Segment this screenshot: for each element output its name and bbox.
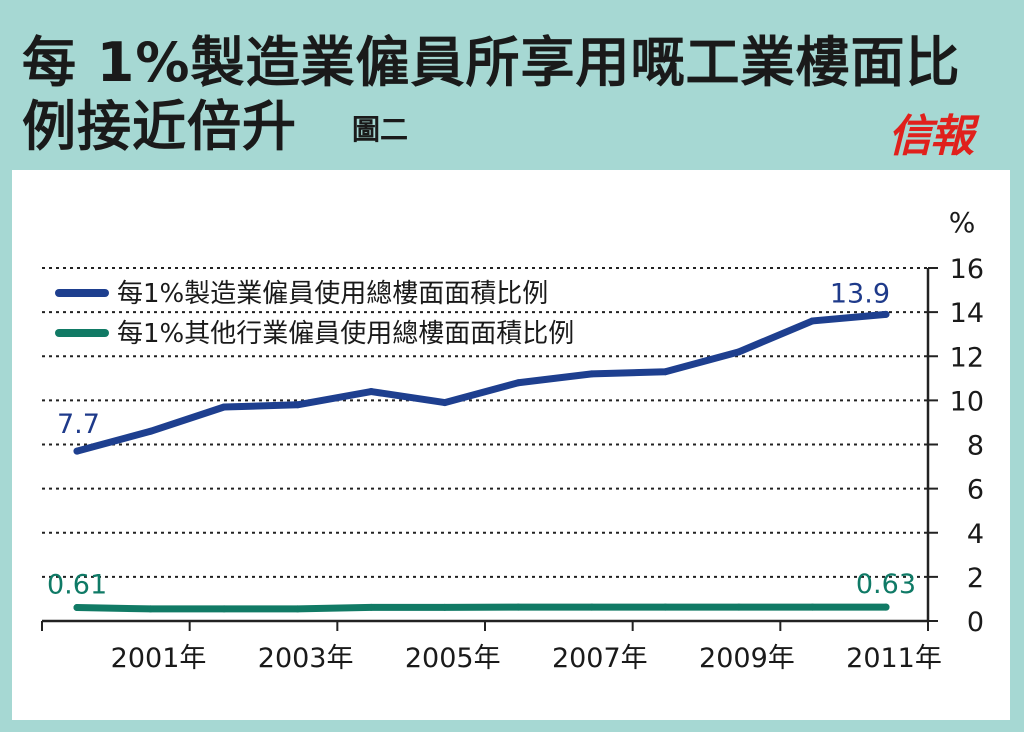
publisher-logo: 信報 xyxy=(888,111,974,162)
x-tick-label: 2001年 xyxy=(111,643,207,674)
series-2-point xyxy=(73,604,81,612)
legend-label-2: 每1%其他行業僱員使用總樓面面積比例 xyxy=(117,319,574,349)
series-2-point xyxy=(735,603,743,611)
legend-label-1: 每1%製造業僱員使用總樓面面積比例 xyxy=(117,279,548,309)
series-2-point xyxy=(367,603,375,611)
series-2-point xyxy=(220,605,228,613)
y-tick-label: 6 xyxy=(967,475,984,506)
series-2-point xyxy=(294,605,302,613)
data-label-first-series-1: 7.7 xyxy=(57,409,100,440)
x-tick-label: 2003年 xyxy=(258,643,354,674)
y-tick-label: 8 xyxy=(967,431,984,462)
series-1-point xyxy=(588,370,596,378)
y-tick-label: 10 xyxy=(950,386,984,417)
x-tick-label: 2005年 xyxy=(405,643,501,674)
y-tick-label: 12 xyxy=(950,342,984,373)
chart-title-line-1: 每 1%製造業僱員所享用嘅工業樓面比 xyxy=(22,31,961,94)
y-tick-label: 16 xyxy=(950,254,984,285)
chart-title-line-2: 例接近倍升 xyxy=(22,95,297,158)
series-1-point xyxy=(220,403,228,411)
series-1-point xyxy=(882,310,890,318)
series-line-1 xyxy=(73,310,890,455)
line-chart: 0 2 4 6 8 10 12 14 16% 2001年 2003年 2005年 2007年 2009年 2… xyxy=(41,206,984,674)
figure-label: 圖二 xyxy=(352,113,409,146)
series-1-point xyxy=(808,317,816,325)
data-label-last-series-2: 0.63 xyxy=(856,569,916,600)
series-1-point xyxy=(441,399,449,407)
series-2-point xyxy=(514,603,522,611)
series-2-point xyxy=(441,603,449,611)
y-unit-label: % xyxy=(949,206,976,239)
x-tick-label: 2007年 xyxy=(552,643,648,674)
series-line-2 xyxy=(73,603,890,613)
data-label-last-series-1: 13.9 xyxy=(830,278,890,309)
y-tick-label: 2 xyxy=(967,563,984,594)
series-1-point xyxy=(514,379,522,387)
y-tick-label: 0 xyxy=(967,607,984,638)
series-1-point xyxy=(661,368,669,376)
series-2-point xyxy=(661,603,669,611)
series-1-point xyxy=(735,348,743,356)
series-2-point xyxy=(588,603,596,611)
series-2-point xyxy=(147,605,155,613)
x-tick-label: 2011年 xyxy=(846,643,942,674)
series-1-point xyxy=(294,401,302,409)
series-1-point xyxy=(147,427,155,435)
x-tick-label: 2009年 xyxy=(699,643,795,674)
series-1-point xyxy=(367,388,375,396)
series-2-point xyxy=(808,603,816,611)
series-2-point xyxy=(882,603,890,611)
chart-panel: 0 2 4 6 8 10 12 14 16% 2001年 2003年 2005年 2007年 2009年 2… xyxy=(12,170,1010,720)
data-label-first-series-2: 0.61 xyxy=(47,570,107,601)
y-tick-label: 4 xyxy=(967,519,984,550)
series-1-point xyxy=(73,447,81,455)
y-tick-label: 14 xyxy=(950,298,984,329)
